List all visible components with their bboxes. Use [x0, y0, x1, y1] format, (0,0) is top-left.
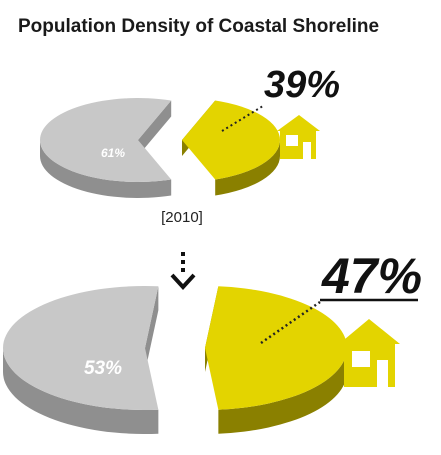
- pie-top-gray-side: [40, 100, 172, 199]
- pie-bottom-gray-label: 53%: [84, 358, 122, 379]
- dotted-down-arrow-icon: [170, 252, 196, 290]
- chart-title: Population Density of Coastal Shoreline: [18, 16, 379, 37]
- pie-bottom-gray-slice: [3, 286, 159, 411]
- pie-bottom-yellow-side: [205, 286, 347, 434]
- pie-bottom: [3, 286, 348, 435]
- house-icon-shape: [277, 115, 320, 159]
- house-icon-shape: [339, 319, 400, 387]
- house-icon: [339, 319, 400, 387]
- pie-top: [40, 97, 280, 199]
- pie-top-yellow-label: 39%: [264, 64, 340, 106]
- house-icon: [277, 115, 320, 159]
- pie-bottom-yellow-slice: [205, 286, 348, 410]
- pie-bottom-leader-line: [260, 300, 321, 345]
- pie-top-gray-label: 61%: [101, 146, 125, 160]
- pie-bottom-yellow-label: 47%: [321, 248, 422, 304]
- pie-top-leader-line: [221, 105, 264, 132]
- pie-top-yellow-slice: [182, 100, 280, 180]
- pie-bottom-gray-side: [3, 286, 159, 435]
- pie-top-gray-slice: [40, 97, 172, 183]
- pie-top-year-label: [2010]: [161, 209, 203, 226]
